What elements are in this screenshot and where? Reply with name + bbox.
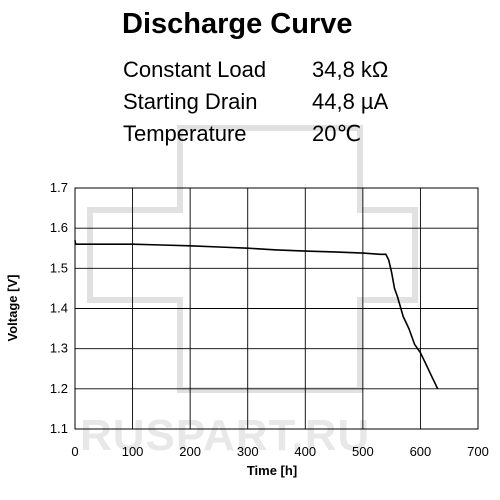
series-line — [74, 240, 439, 390]
y-axis-label: Voltage [V] — [5, 275, 20, 342]
x-axis-label: Time [h] — [247, 463, 297, 478]
x-tick-label: 200 — [179, 444, 201, 459]
y-tick-label: 1.6 — [50, 220, 68, 235]
y-tick-label: 1.5 — [50, 260, 68, 275]
watermark-text: RUSPART.RU — [80, 411, 370, 460]
x-tick-label: 600 — [410, 444, 432, 459]
x-tick-label: 400 — [294, 444, 316, 459]
spec-value-temperature: 20℃ — [312, 121, 361, 146]
y-tick-labels: 1.1 1.2 1.3 1.4 1.5 1.6 1.7 — [50, 180, 68, 436]
x-tick-label: 700 — [467, 444, 489, 459]
x-tick-label: 100 — [122, 444, 144, 459]
y-tick-label: 1.3 — [50, 341, 68, 356]
spec-value-load: 34,8 kΩ — [312, 57, 388, 82]
watermark: RUSPART.RU — [80, 125, 418, 460]
y-tick-label: 1.4 — [50, 301, 68, 316]
x-tick-label: 500 — [352, 444, 374, 459]
spec-label-load: Constant Load — [123, 57, 266, 82]
plot-frame — [74, 187, 479, 430]
x-tick-label: 0 — [71, 444, 78, 459]
y-tick-label: 1.2 — [50, 381, 68, 396]
spec-label-temperature: Temperature — [123, 121, 247, 146]
spec-value-drain: 44,8 µA — [312, 89, 389, 114]
spec-label-drain: Starting Drain — [123, 89, 258, 114]
y-tick-label: 1.1 — [50, 421, 68, 436]
x-tick-labels: 0 100 200 300 400 500 600 700 — [71, 444, 488, 459]
y-tick-label: 1.7 — [50, 180, 68, 195]
chart-title: Discharge Curve — [122, 8, 353, 40]
x-tick-label: 300 — [237, 444, 259, 459]
